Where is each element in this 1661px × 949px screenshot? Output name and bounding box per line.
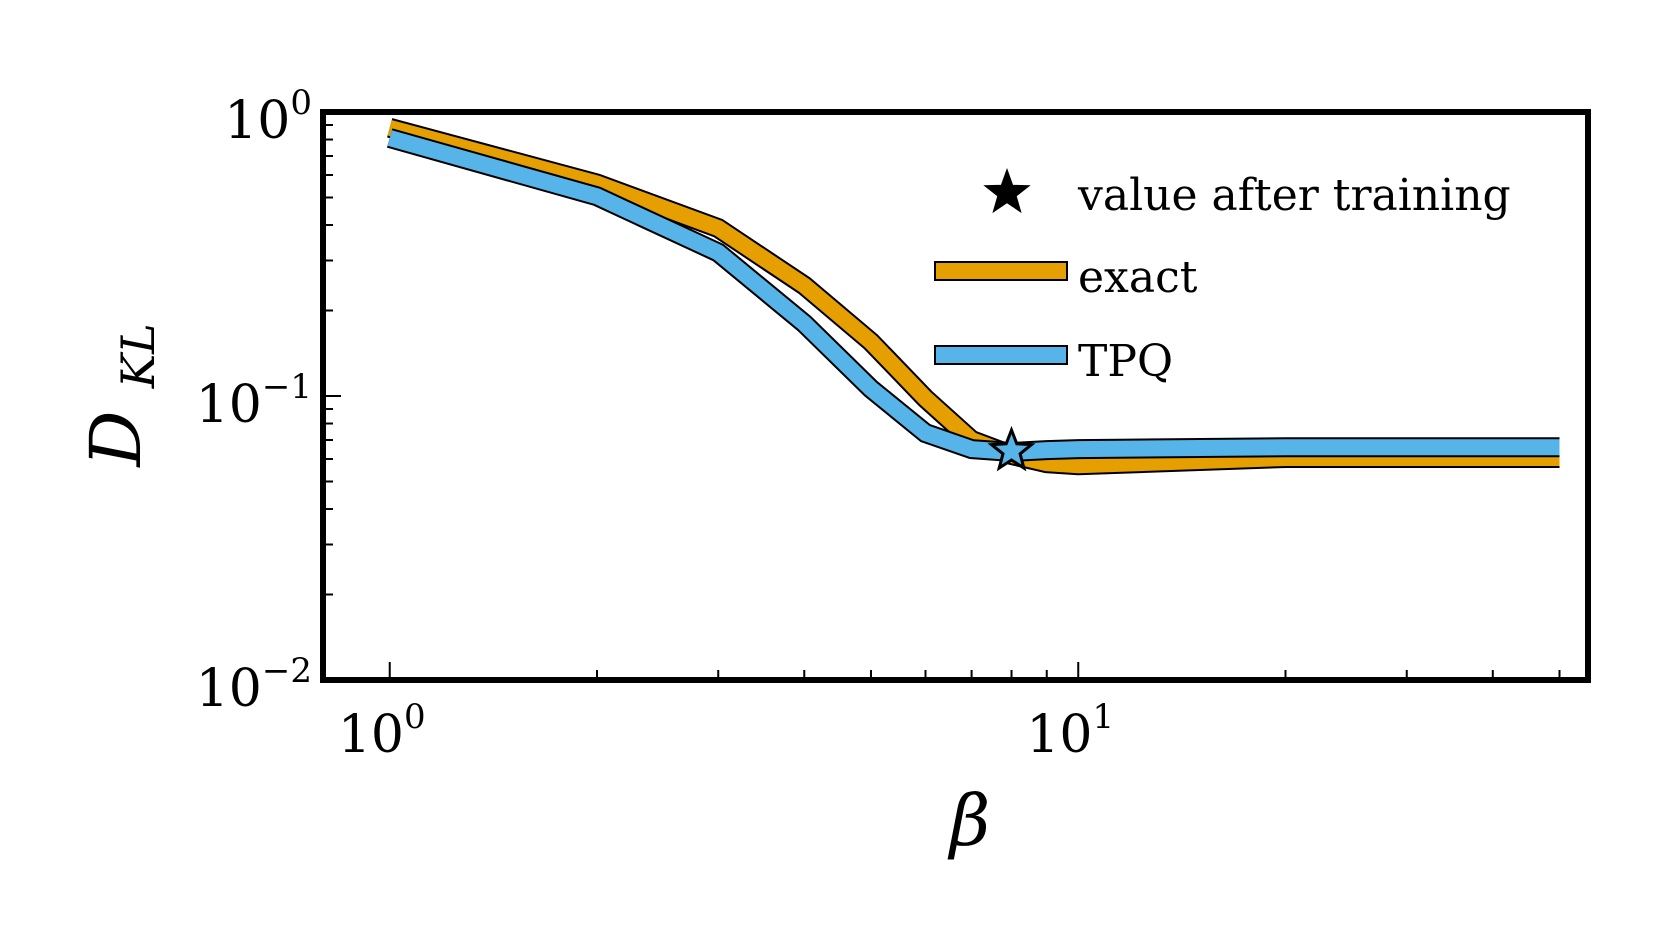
y-tick-label-exponent: 0	[290, 83, 312, 123]
legend-label-exact: exact	[1078, 252, 1198, 303]
x-tick-label-base: 10	[338, 705, 404, 765]
y-tick-label-base: 10	[196, 659, 262, 719]
series-line-exact	[387, 120, 1560, 474]
y-tick-label-exponent: −1	[262, 367, 312, 407]
training-marker	[987, 425, 1036, 472]
x-tick-label-base: 10	[1026, 705, 1092, 765]
y-axis-label-sub: KL	[111, 323, 165, 389]
legend: value after training exact TPQ	[934, 168, 1511, 387]
y-tick-label-base: 10	[224, 91, 290, 151]
y-tick-label: 10−2	[196, 651, 312, 719]
x-tick-label: 101	[1026, 697, 1114, 765]
legend-swatch-exact	[934, 261, 1068, 281]
x-tick-label-exponent: 1	[1093, 697, 1115, 737]
y-tick-label: 100	[224, 83, 312, 151]
legend-label-tpq: TPQ	[1078, 336, 1173, 387]
legend-star-icon	[983, 168, 1031, 214]
y-tick-label-exponent: −2	[262, 651, 312, 691]
x-tick-label: 100	[338, 697, 426, 765]
plot-frame	[320, 109, 1591, 683]
series-line-tpq	[387, 130, 1560, 461]
y-tick-label-base: 10	[196, 375, 262, 435]
legend-swatch-tpq	[934, 345, 1068, 365]
training-marker-star-icon	[987, 425, 1036, 472]
x-axis-label: β	[947, 780, 990, 862]
x-tick-label-exponent: 0	[404, 697, 426, 737]
y-tick-label: 10−1	[196, 367, 312, 435]
x-tick-labels: 100 101	[338, 697, 1114, 765]
legend-label-marker: value after training	[1077, 170, 1511, 221]
series-lines	[386, 118, 1560, 476]
y-axis-label-main: D	[75, 411, 157, 469]
y-axis-label: D KL	[75, 323, 165, 468]
